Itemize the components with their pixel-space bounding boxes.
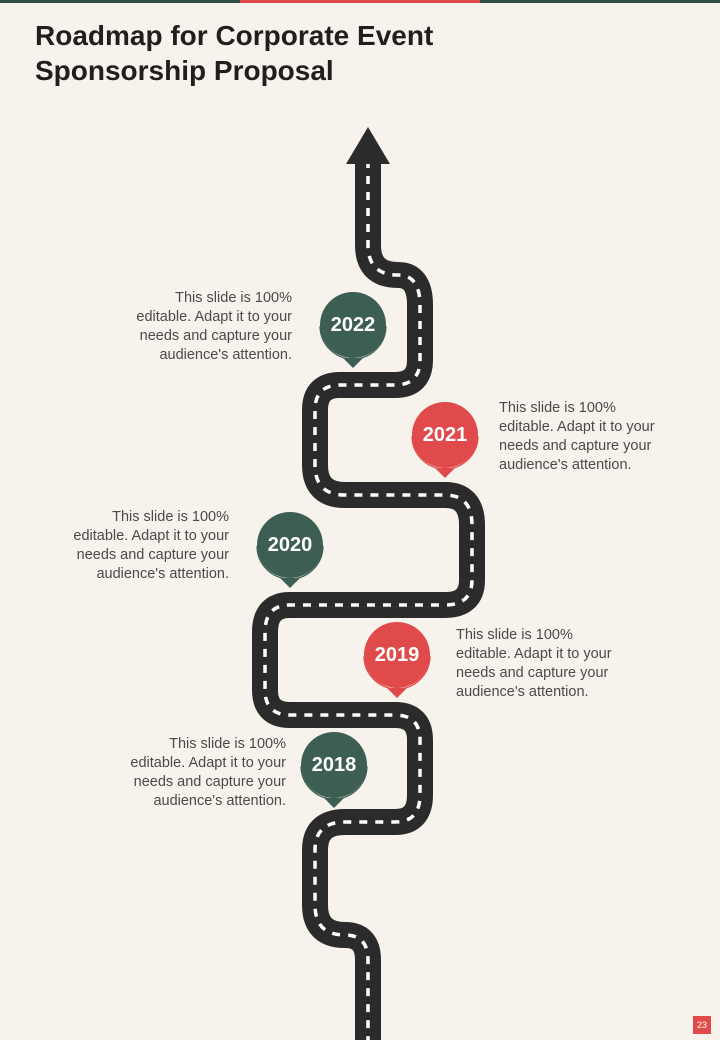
- milestone-year: 2022: [330, 314, 376, 336]
- pin-shape: [256, 512, 324, 588]
- pin-shape: [300, 732, 368, 808]
- page-number: 23: [693, 1016, 711, 1034]
- milestone-year: 2021: [422, 424, 468, 446]
- milestone-year: 2019: [374, 644, 420, 666]
- pin-shape: [319, 292, 387, 368]
- road-arrow-head: [346, 127, 390, 164]
- milestone-pin-2019: 2019: [362, 622, 432, 704]
- milestone-pin-2020: 2020: [255, 512, 325, 594]
- top-accent-rule: [240, 0, 480, 3]
- milestone-pin-2018: 2018: [299, 732, 369, 814]
- pin-shape: [363, 622, 431, 698]
- milestone-description: This slide is 100% editable. Adapt it to…: [456, 627, 612, 700]
- milestone-description: This slide is 100% editable. Adapt it to…: [136, 290, 292, 363]
- slide-title: Roadmap for Corporate Event Sponsorship …: [35, 20, 434, 86]
- milestone-description: This slide is 100% editable. Adapt it to…: [130, 736, 286, 809]
- milestone-year: 2020: [267, 534, 313, 556]
- pin-shape: [411, 402, 479, 478]
- milestone-pin-2022: 2022: [318, 292, 388, 374]
- milestone-description: This slide is 100% editable. Adapt it to…: [73, 509, 229, 582]
- milestone-pin-2021: 2021: [410, 402, 480, 484]
- milestone-description: This slide is 100% editable. Adapt it to…: [499, 400, 655, 473]
- road-lane-marking: [263, 160, 474, 1040]
- milestone-year: 2018: [311, 754, 357, 776]
